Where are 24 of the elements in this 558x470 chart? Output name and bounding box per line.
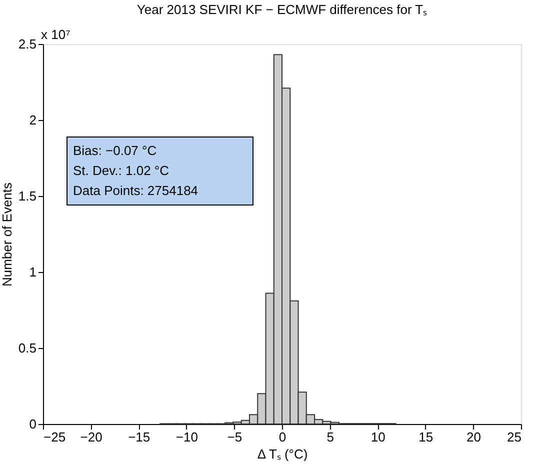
x-tick-label: 5 (326, 430, 334, 444)
y-axis-title: Number of Events (0, 182, 14, 287)
x-tick-label: −25 (44, 430, 66, 444)
x-tick-label: 20 (466, 430, 481, 444)
y-tick-label: 1 (29, 264, 36, 280)
text: x 10⁷ (41, 27, 71, 42)
x-tick-label: 0 (278, 430, 286, 444)
annotation: Data Points: 2754184 (73, 183, 198, 198)
chart-title: Year 2013 SEVIRI KF − ECMWF differences for Tₛ (136, 2, 428, 17)
y-tick-label: 0 (29, 416, 36, 432)
y-tick-label: 2 (29, 112, 36, 128)
x-axis-title: Δ Tₛ (°C) (257, 446, 308, 462)
x-tick-label: −5 (227, 430, 242, 444)
annotation: Bias: −0.07 °C (73, 143, 157, 158)
annotation: St. Dev.: 1.02 °C (73, 163, 169, 178)
x-tick-label: 25 (507, 430, 522, 444)
x-tick-label: −20 (80, 430, 102, 444)
x-tick-label: −15 (128, 430, 150, 444)
x-tick-label: 10 (370, 430, 386, 444)
x-tick-label: 15 (418, 430, 434, 444)
y-tick-label: 2.5 (18, 36, 36, 52)
y-tick-label: 1.5 (18, 188, 36, 204)
x-tick-label: −10 (176, 430, 198, 444)
y-tick-label: 0.5 (18, 340, 36, 356)
